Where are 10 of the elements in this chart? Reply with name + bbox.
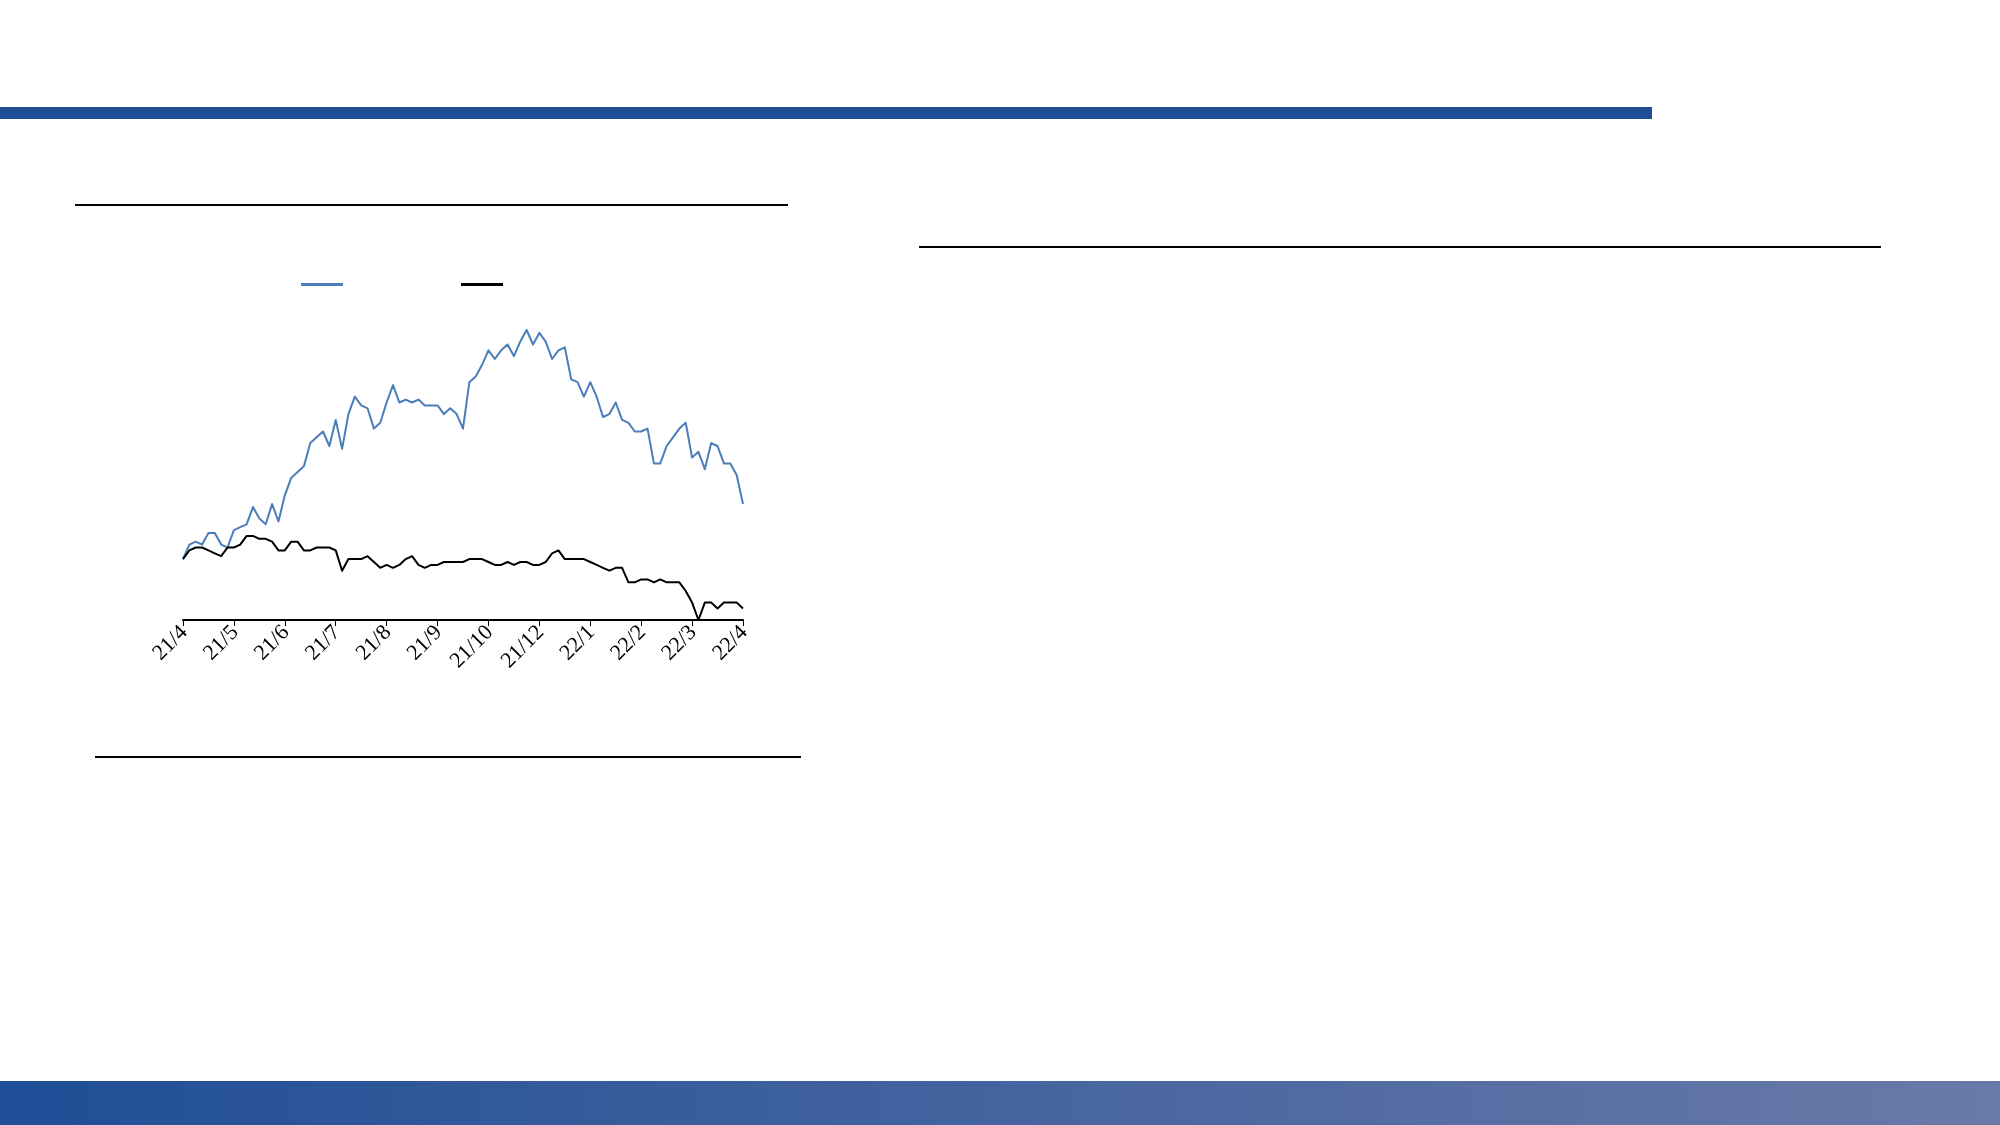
x-tick-label: 22/4: [706, 619, 752, 665]
x-tick-label: 21/9: [401, 619, 447, 665]
x-tick-label: 21/6: [248, 619, 294, 665]
x-tick-label: 22/2: [604, 619, 651, 665]
x-tick-label: 21/4: [146, 619, 192, 665]
x-tick-label: 21/7: [299, 619, 345, 665]
x-tick-label: 22/1: [553, 619, 600, 665]
x-tick-label: 22/3: [655, 619, 701, 665]
x-tick-label: 21/5: [197, 619, 243, 665]
x-tick-label: 21/8: [350, 619, 396, 665]
